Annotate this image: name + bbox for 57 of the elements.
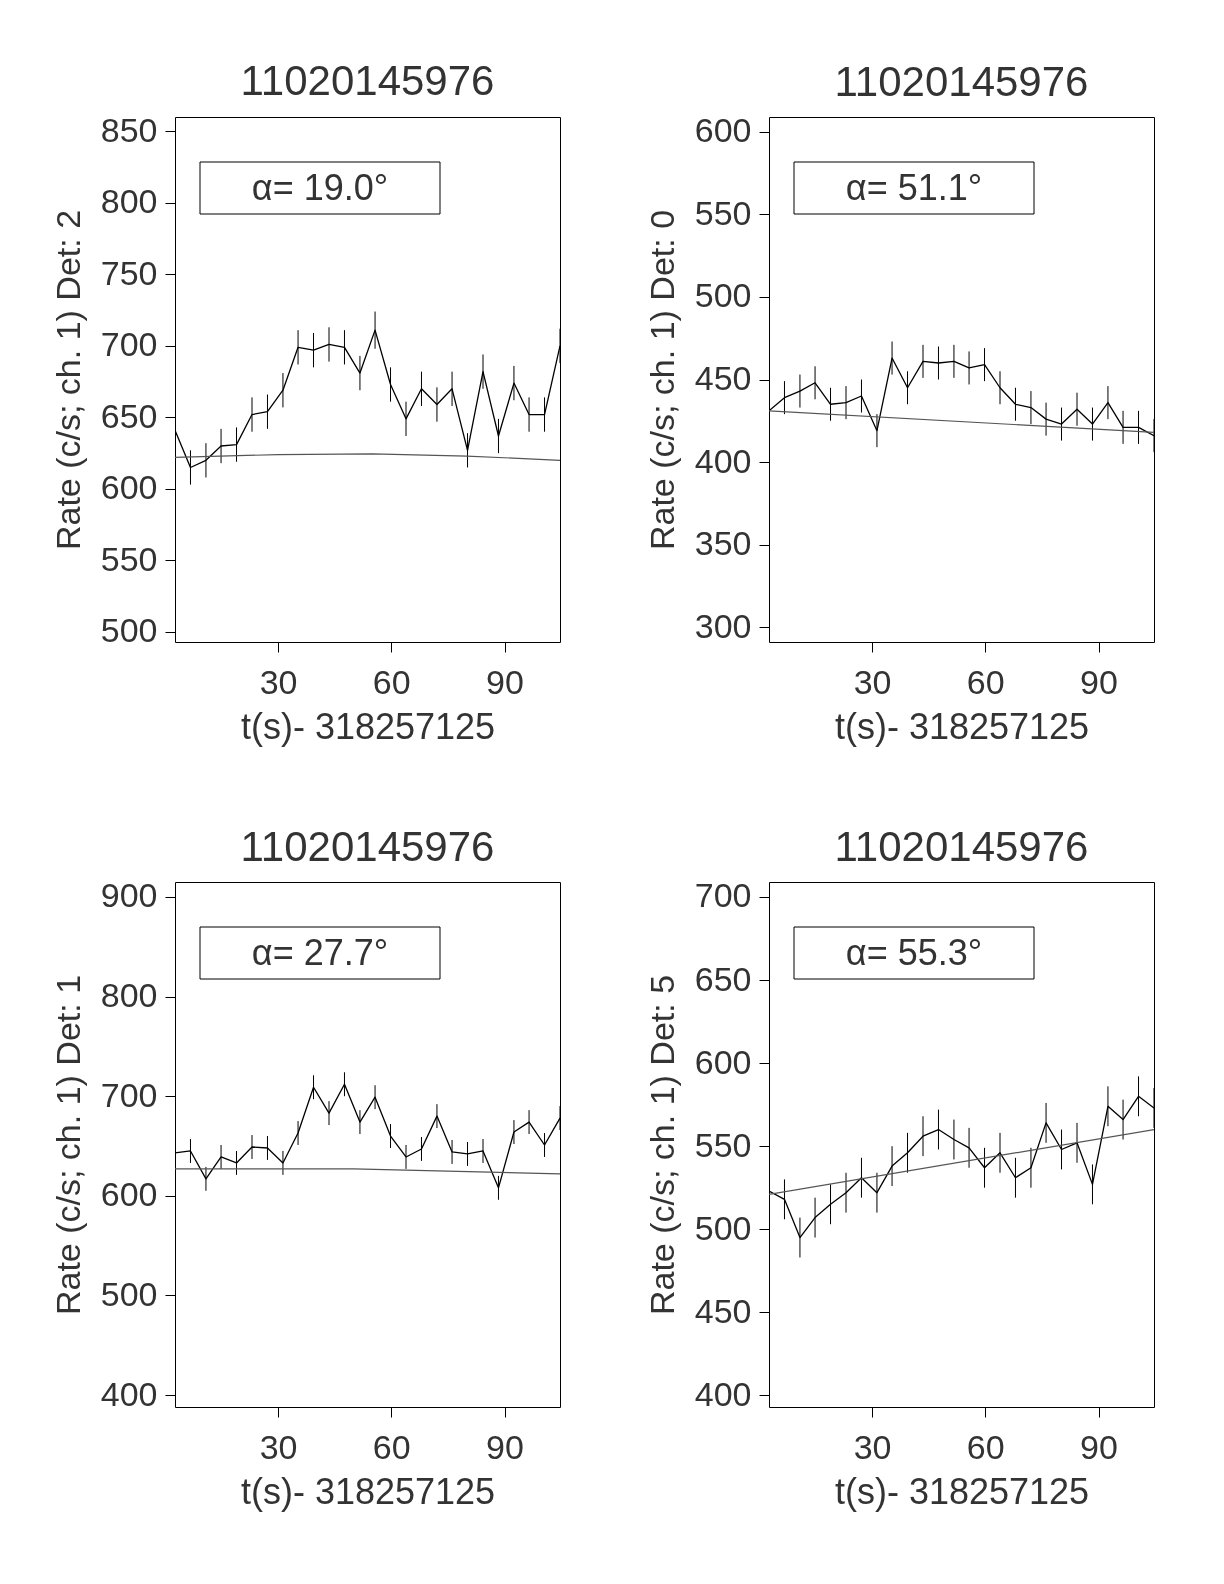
y-tick-label: 300 xyxy=(694,606,752,645)
y-tick-label: 400 xyxy=(694,441,752,480)
x-tick-label: 90 xyxy=(486,662,524,701)
y-axis-title: Rate (c/s; ch. 1) Det: 5 xyxy=(642,974,681,1316)
y-tick-label: 500 xyxy=(694,276,752,315)
y-tick-label: 800 xyxy=(100,182,158,221)
y-tick-label: 550 xyxy=(100,539,158,578)
y-tick-label: 400 xyxy=(694,1374,752,1413)
y-tick-label: 600 xyxy=(100,1175,158,1214)
y-tick-label: 600 xyxy=(694,111,752,150)
y-tick-label: 500 xyxy=(694,1208,752,1247)
x-axis-title: t(s)- 318257125 xyxy=(834,1470,1090,1512)
y-tick-label: 600 xyxy=(694,1042,752,1081)
x-tick-label: 30 xyxy=(259,1427,298,1466)
y-axis-title: Rate (c/s; ch. 1) Det: 1 xyxy=(48,974,87,1316)
x-tick-label: 60 xyxy=(372,1427,411,1466)
x-tick-label: 90 xyxy=(486,1427,524,1466)
y-tick-label: 500 xyxy=(100,611,158,650)
x-axis-title: t(s)- 318257125 xyxy=(834,705,1090,747)
x-tick-label: 30 xyxy=(259,662,298,701)
y-tick-label: 500 xyxy=(100,1274,158,1313)
x-tick-label: 60 xyxy=(966,662,1005,701)
y-tick-label: 750 xyxy=(100,253,158,292)
y-tick-label: 900 xyxy=(100,876,158,915)
annotation: α= 51.1° xyxy=(845,167,983,208)
y-axis-title: Rate (c/s; ch. 1) Det: 2 xyxy=(48,209,87,551)
y-tick-label: 400 xyxy=(100,1374,158,1413)
y-tick-label: 550 xyxy=(694,193,752,232)
line-series xyxy=(175,453,560,461)
y-tick-label: 550 xyxy=(694,1125,752,1164)
y-tick-label: 650 xyxy=(100,396,158,435)
y-tick-label: 850 xyxy=(100,110,158,149)
chart-title: 11020145976 xyxy=(240,822,495,870)
y-tick-label: 700 xyxy=(100,1075,158,1114)
x-tick-label: 60 xyxy=(966,1427,1005,1466)
chart-title: 11020145976 xyxy=(240,57,495,105)
y-tick-label: 800 xyxy=(100,976,158,1015)
x-axis-title: t(s)- 318257125 xyxy=(240,705,496,747)
annotation: α= 55.3° xyxy=(845,932,983,973)
y-tick-label: 650 xyxy=(694,959,752,998)
x-tick-label: 90 xyxy=(1080,1427,1118,1466)
annotation: α= 27.7° xyxy=(251,932,389,973)
x-tick-label: 30 xyxy=(853,662,892,701)
chart-title: 11020145976 xyxy=(834,57,1089,105)
annotation: α= 19.0° xyxy=(251,167,389,208)
y-axis-title: Rate (c/s; ch. 1) Det: 0 xyxy=(642,209,681,551)
x-tick-label: 60 xyxy=(372,662,411,701)
y-tick-label: 450 xyxy=(694,359,752,397)
y-tick-label: 700 xyxy=(100,325,158,364)
y-tick-label: 700 xyxy=(694,876,752,915)
y-tick-label: 450 xyxy=(694,1291,752,1330)
y-tick-label: 350 xyxy=(694,524,752,563)
x-tick-label: 30 xyxy=(853,1427,892,1466)
y-tick-label: 600 xyxy=(100,468,158,507)
x-tick-label: 90 xyxy=(1080,662,1118,701)
x-axis-title: t(s)- 318257125 xyxy=(240,1470,496,1512)
chart-title: 11020145976 xyxy=(834,822,1089,870)
